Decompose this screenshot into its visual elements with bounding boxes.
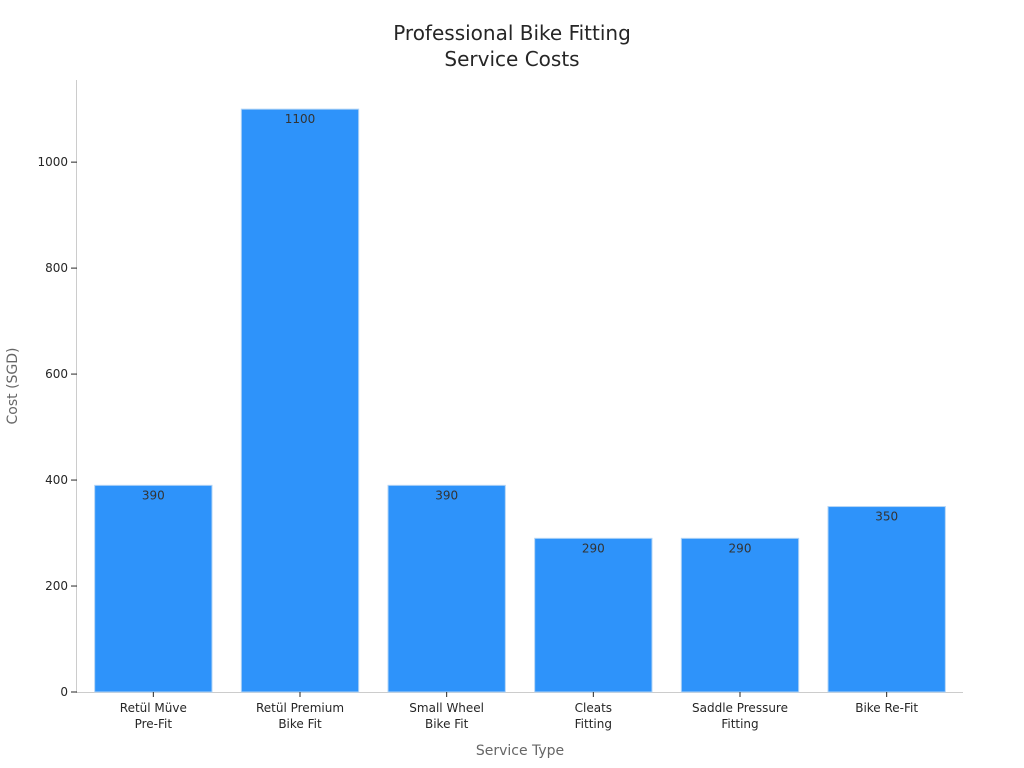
- bar: [680, 537, 800, 693]
- bar: [827, 506, 946, 693]
- bar: [387, 484, 506, 693]
- y-tick-label: 1000: [37, 155, 68, 169]
- x-ticks: Retül Müve Pre-Fit Retül Premium Bike Fit Sm…: [120, 692, 918, 731]
- bar-value-label: 290: [729, 541, 752, 555]
- bar-value-label: 1100: [285, 112, 316, 126]
- y-axis-label: Cost (SGD): [5, 347, 21, 424]
- x-tick-label: Bike Re-Fit: [855, 701, 918, 715]
- bar-value-label: 290: [582, 541, 605, 555]
- x-tick-label: Saddle Pressure: [692, 701, 788, 715]
- bar-value-label: 390: [142, 488, 165, 502]
- chart-title-line-2: Service Costs: [444, 47, 579, 71]
- x-tick-label: Fitting: [575, 717, 612, 731]
- chart-title-line-1: Professional Bike Fitting: [393, 21, 631, 45]
- x-axis-label: Service Type: [476, 743, 564, 759]
- y-tick-label: 400: [45, 473, 68, 487]
- bar: [240, 108, 360, 693]
- x-tick-label: Small Wheel: [409, 701, 484, 715]
- bar-value-label: 390: [435, 488, 458, 502]
- bars: 390 1100 390 290 290 350: [94, 108, 946, 693]
- x-tick-label: Retül Müve: [120, 701, 187, 715]
- y-tick-label: 0: [60, 685, 68, 699]
- x-tick-label: Fitting: [721, 717, 758, 731]
- bar: [94, 484, 213, 693]
- x-tick-label: Cleats: [575, 701, 612, 715]
- x-tick-label: Bike Fit: [278, 717, 322, 731]
- y-tick-label: 600: [45, 367, 68, 381]
- x-tick-label: Pre-Fit: [135, 717, 173, 731]
- x-tick-label: Retül Premium: [256, 701, 344, 715]
- y-ticks: 0 200 400 600 800 1000: [37, 155, 77, 699]
- y-tick-label: 800: [45, 261, 68, 275]
- bar: [534, 537, 653, 693]
- bar-value-label: 350: [875, 510, 898, 524]
- x-tick-label: Bike Fit: [425, 717, 469, 731]
- y-tick-label: 200: [45, 579, 68, 593]
